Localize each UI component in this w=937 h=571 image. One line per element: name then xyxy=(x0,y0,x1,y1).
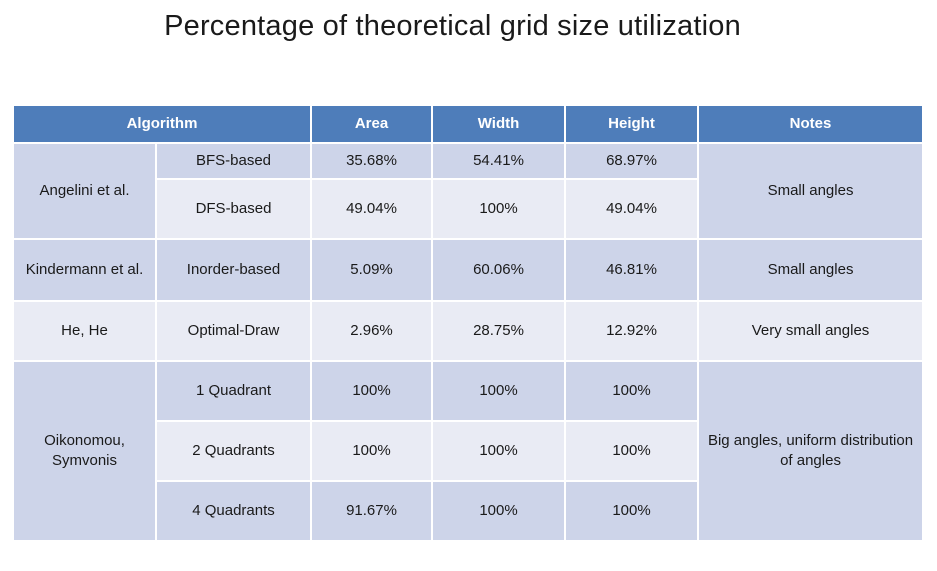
width-cell: 100% xyxy=(431,178,567,240)
variant-cell: 2 Quadrants xyxy=(154,420,313,482)
width-cell: 28.75% xyxy=(431,300,567,362)
area-cell: 35.68% xyxy=(310,142,434,180)
table-row: Angelini et al. BFS-based 35.68% 54.41% … xyxy=(12,142,925,240)
width-cell: 100% xyxy=(431,480,567,542)
notes-cell: Small angles xyxy=(697,142,925,240)
width-cell: 100% xyxy=(431,360,567,422)
height-cell: 100% xyxy=(564,480,700,542)
area-cell: 100% xyxy=(310,420,434,482)
table-row: Oikonomou, Symvonis 1 Quadrant 100% 100%… xyxy=(12,360,925,542)
height-cell: 46.81% xyxy=(564,238,700,302)
width-cell: 54.41% xyxy=(431,142,567,180)
area-cell: 100% xyxy=(310,360,434,422)
group-name-cell: Oikonomou, Symvonis xyxy=(12,360,157,542)
notes-cell: Small angles xyxy=(697,238,925,302)
table-header-row: Algorithm Area Width Height Notes xyxy=(11,104,925,144)
column-header-area: Area xyxy=(310,104,434,144)
area-cell: 5.09% xyxy=(310,238,434,302)
table-row: DFS-based 49.04% 100% 49.04% xyxy=(13,178,923,240)
table-row: 4 Quadrants 91.67% 100% 100% xyxy=(13,480,923,542)
column-header-algorithm: Algorithm xyxy=(11,104,313,144)
table-row: Kindermann et al. Inorder-based 5.09% 60… xyxy=(12,238,925,302)
table-row: 2 Quadrants 100% 100% 100% xyxy=(13,420,923,482)
table-row: He, He Optimal-Draw 2.96% 28.75% 12.92% … xyxy=(12,300,925,362)
notes-cell: Big angles, uniform distribution of angl… xyxy=(697,360,925,542)
area-cell: 2.96% xyxy=(310,300,434,362)
column-header-width: Width xyxy=(431,104,567,144)
width-cell: 60.06% xyxy=(431,238,567,302)
area-cell: 49.04% xyxy=(310,178,434,240)
area-cell: 91.67% xyxy=(310,480,434,542)
height-cell: 12.92% xyxy=(564,300,700,362)
variant-cell: Inorder-based xyxy=(154,238,313,302)
group-name-cell: He, He xyxy=(12,300,157,362)
variant-cell: Optimal-Draw xyxy=(154,300,313,362)
column-header-notes: Notes xyxy=(697,104,925,144)
variant-cell: 4 Quadrants xyxy=(154,480,313,542)
column-header-height: Height xyxy=(564,104,700,144)
height-cell: 49.04% xyxy=(564,178,700,240)
slide-title: Percentage of theoretical grid size util… xyxy=(164,10,741,42)
variant-cell: BFS-based xyxy=(154,142,313,180)
variant-cell: 1 Quadrant xyxy=(154,360,313,422)
utilization-table: Algorithm Area Width Height Notes Angeli… xyxy=(11,104,925,542)
height-cell: 68.97% xyxy=(564,142,700,180)
variant-cell: DFS-based xyxy=(154,178,313,240)
group-name-cell: Kindermann et al. xyxy=(12,238,157,302)
group-name-cell: Angelini et al. xyxy=(12,142,157,240)
height-cell: 100% xyxy=(564,360,700,422)
width-cell: 100% xyxy=(431,420,567,482)
height-cell: 100% xyxy=(564,420,700,482)
notes-cell: Very small angles xyxy=(697,300,925,362)
